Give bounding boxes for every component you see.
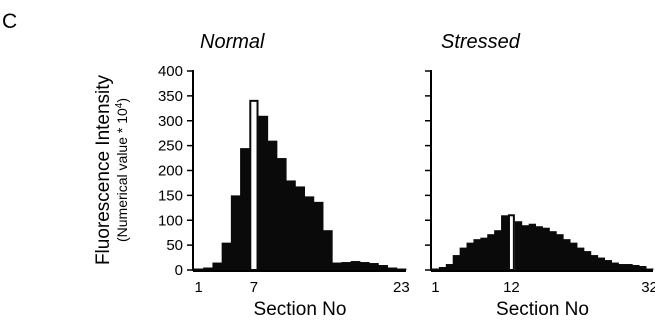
bar-normal-section-15: [323, 230, 333, 270]
bar-stressed-section-25: [597, 257, 606, 270]
bar-stressed-section-32: [646, 268, 654, 270]
bar-normal-section-11: [286, 180, 296, 270]
bar-normal-section-12: [295, 186, 306, 270]
y-axis-title-main: Fluorescence Intensity: [93, 74, 114, 265]
bar-stressed-section-12: [507, 214, 515, 271]
bar-stressed-section-17: [542, 227, 550, 270]
bar-stressed-section-19: [556, 234, 564, 270]
chart-title-stressed: Stressed: [441, 31, 521, 53]
bar-stressed-section-27: [611, 262, 619, 270]
bar-stressed-section-6: [466, 242, 474, 270]
bar-stressed-section-29: [625, 264, 633, 270]
chart-title-normal: Normal: [200, 31, 265, 53]
y-tick-label-normal-350: 350: [158, 88, 183, 105]
bar-stressed-section-23: [583, 251, 592, 270]
bar-normal-section-16: [332, 262, 342, 270]
y-axis-title-units: (Numerical value * 104): [114, 98, 131, 242]
bar-stressed-section-10: [494, 230, 502, 270]
y-tick-label-normal-50: 50: [166, 237, 183, 254]
y-axis-units-suffix: ): [114, 98, 130, 103]
bar-normal-section-8: [258, 115, 269, 270]
bar-normal-section-3: [212, 262, 223, 270]
bar-normal-section-17: [341, 262, 352, 270]
y-tick-label-normal-250: 250: [158, 138, 183, 155]
panel-letter: C: [2, 10, 17, 33]
bar-normal-section-4: [221, 242, 232, 270]
bar-normal-section-14: [313, 201, 324, 270]
bar-stressed-section-1: [432, 268, 440, 270]
bar-normal-section-21: [378, 265, 388, 270]
x-tick-label-stressed-12: 12: [503, 279, 520, 296]
y-tick-label-normal-400: 400: [158, 63, 183, 80]
bar-stressed-section-4: [452, 255, 461, 270]
bar-normal-section-19: [359, 262, 370, 270]
x-axis-title-stressed: Section No: [496, 299, 589, 320]
y-tick-label-normal-150: 150: [158, 187, 183, 204]
y-axis-units-exponent: 4: [114, 102, 125, 108]
bar-stressed-section-13: [514, 221, 523, 270]
bar-normal-section-23: [396, 268, 407, 270]
bar-normal-section-20: [369, 263, 379, 270]
bar-normal-section-7: [249, 99, 259, 271]
x-tick-label-normal-23: 23: [393, 279, 410, 296]
bar-stressed-section-31: [639, 266, 647, 270]
bar-stressed-section-30: [632, 265, 640, 270]
bar-normal-section-22: [387, 267, 398, 270]
bar-stressed-section-16: [535, 226, 543, 270]
y-axis-title: Fluorescence Intensity (Numerical value …: [93, 74, 130, 265]
y-tick-label-normal-100: 100: [158, 212, 183, 229]
bar-normal-section-9: [267, 140, 278, 270]
x-tick-label-normal-1: 1: [194, 279, 202, 296]
bar-normal-section-1: [194, 268, 204, 270]
bar-stressed-section-24: [590, 255, 599, 270]
bar-stressed-section-8: [480, 237, 488, 270]
bar-stressed-section-15: [528, 223, 536, 270]
bar-stressed-section-22: [577, 247, 585, 270]
bar-stressed-section-14: [521, 225, 530, 270]
bar-stressed-section-3: [445, 264, 454, 270]
chart-normal: Normal 0 50 100 150 200 250 300 350 400 1 7 23 Sectio…: [158, 31, 410, 320]
x-tick-label-stressed-32: 32: [641, 279, 655, 296]
y-axis-units-prefix: (Numerical value * 10: [114, 108, 130, 242]
y-tick-label-normal-300: 300: [158, 113, 183, 130]
bar-stressed-section-26: [604, 260, 612, 270]
x-axis-title-normal: Section No: [254, 299, 347, 320]
bar-normal-section-2: [203, 267, 213, 270]
bar-normal-section-13: [304, 196, 315, 270]
bar-stressed-section-20: [563, 239, 571, 270]
bar-stressed-section-9: [487, 234, 495, 270]
bar-stressed-section-21: [570, 242, 578, 270]
bar-stressed-section-5: [459, 247, 467, 270]
x-tick-label-normal-7: 7: [250, 279, 258, 296]
bar-stressed-section-7: [473, 239, 481, 270]
x-tick-label-stressed-1: 1: [431, 279, 439, 296]
bar-normal-section-5: [230, 195, 241, 271]
bar-stressed-section-28: [618, 264, 626, 270]
bar-stressed-section-18: [549, 231, 557, 270]
bar-normal-section-10: [276, 158, 287, 270]
bar-normal-section-18: [350, 261, 361, 270]
bar-stressed-section-2: [438, 267, 447, 270]
y-tick-label-normal-0: 0: [175, 262, 183, 279]
bar-normal-section-6: [240, 148, 250, 270]
y-tick-label-normal-200: 200: [158, 163, 183, 180]
chart-stressed: Stressed 1 12 32 Section No: [425, 31, 655, 320]
bar-stressed-section-11: [501, 215, 509, 270]
